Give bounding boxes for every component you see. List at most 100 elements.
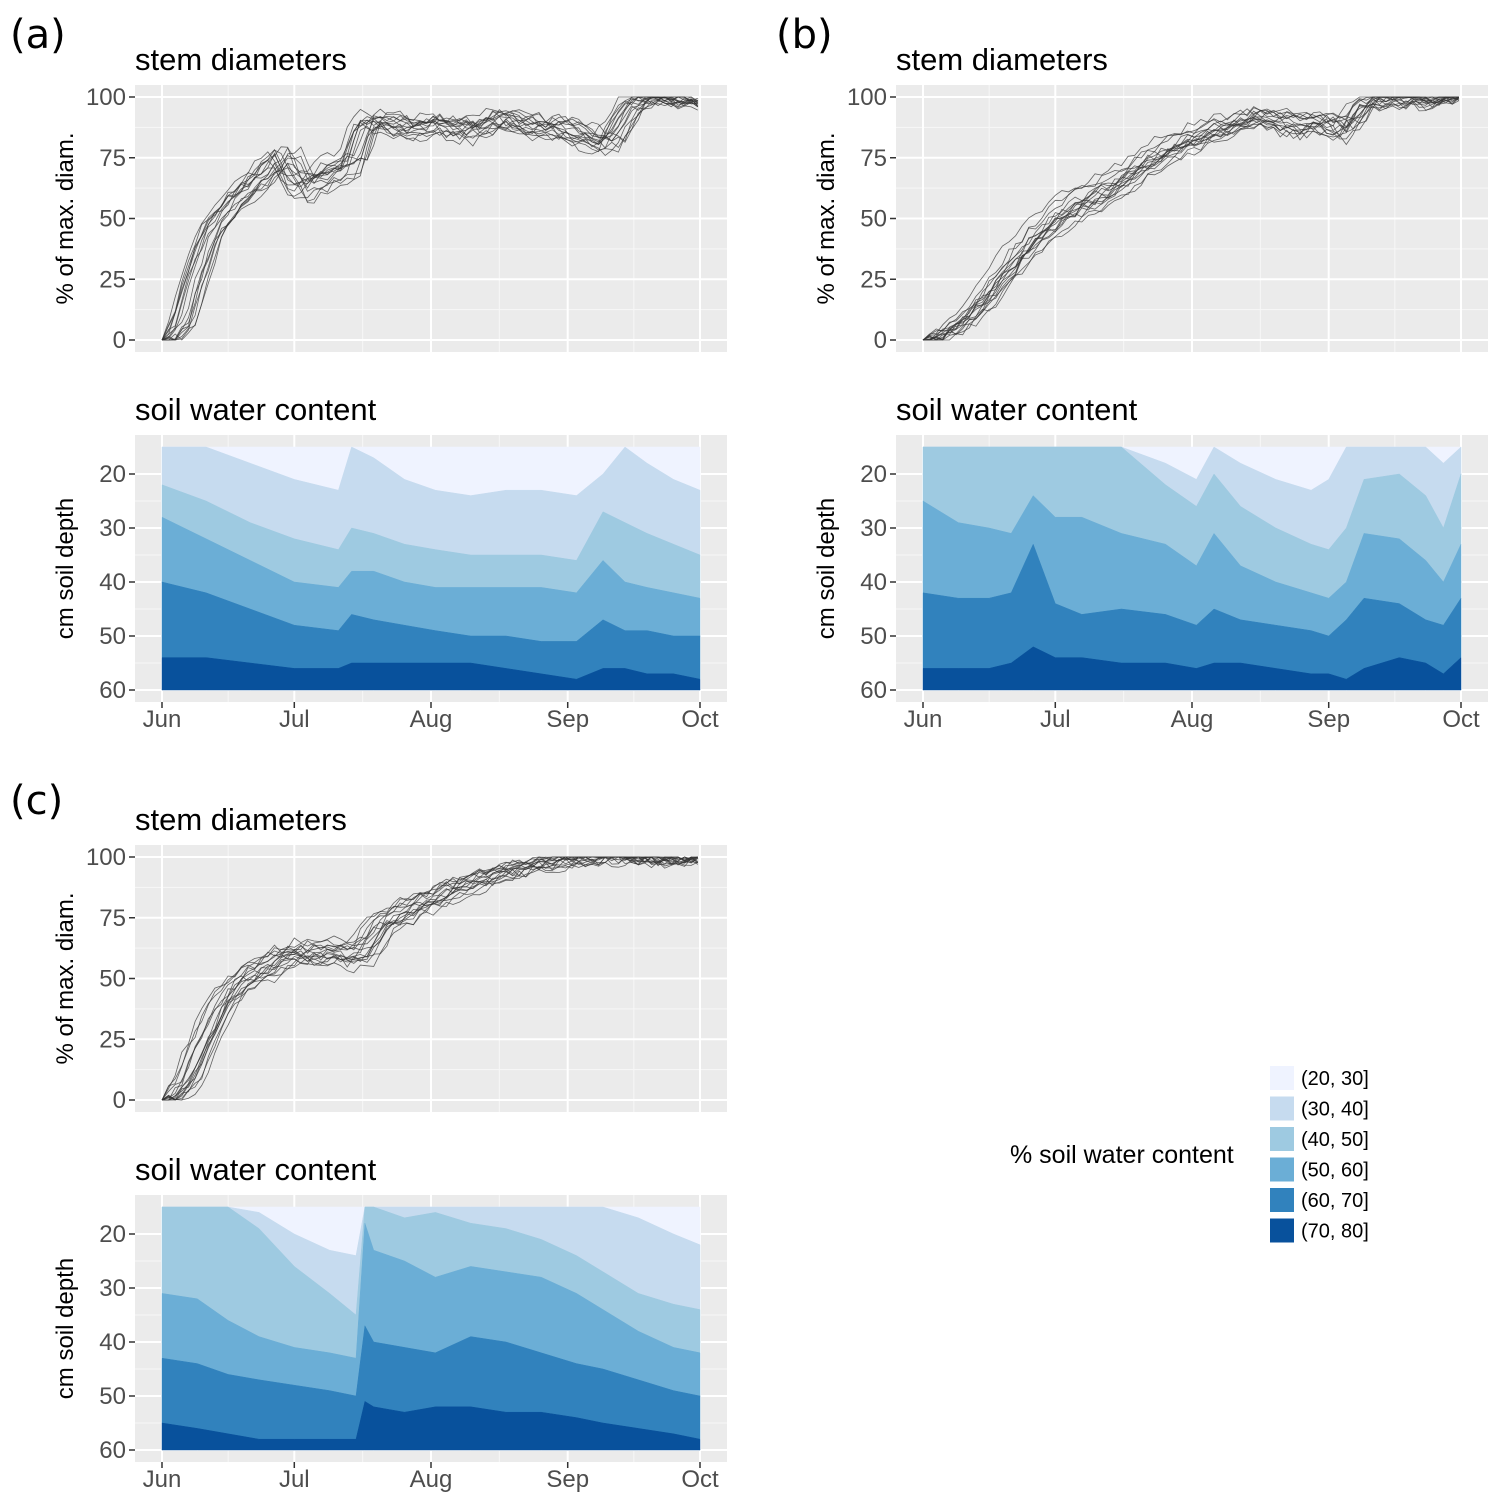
- stem-series-line: [161, 102, 698, 341]
- soil-c-xtick-label: Jun: [143, 1466, 182, 1493]
- soil-title-a: soil water content: [135, 392, 377, 427]
- soil-c-ytick-label: 40: [99, 1329, 126, 1356]
- stem-c-ytick-label: 100: [86, 844, 126, 871]
- panel-b: (b) stem diameters 0 25 50 75 100 % of max. d…: [776, 12, 1488, 733]
- panel-a: (a) stem diameters 0 25 50 75 100 % of max. d…: [10, 12, 727, 733]
- soil-a-xtick-label: Jul: [279, 706, 310, 733]
- stem-series-line: [161, 96, 699, 341]
- legend-swatch: [1270, 1127, 1294, 1151]
- stem-series-line: [922, 96, 1459, 341]
- soil-a-ytick-label: 30: [99, 515, 126, 542]
- stem-series-line: [162, 96, 698, 341]
- soil-water-plot-c: 20 30 40 50 60 cm soil depth Jun Jul Aug Sep Oct: [52, 1195, 727, 1493]
- soil-a-ylabel: cm soil depth: [52, 498, 79, 639]
- soil-a-ytick-label: 20: [99, 461, 126, 488]
- soil-b-ylabel: cm soil depth: [813, 498, 840, 639]
- soil-a-xtick-label: Aug: [410, 706, 453, 733]
- legend-label: (60, 70]: [1301, 1190, 1369, 1212]
- stem-diameter-plot-a: 0 25 50 75 100 % of max. diam.: [52, 84, 727, 354]
- soil-a-xtick-label: Jun: [143, 706, 182, 733]
- stem-series-line: [922, 96, 1459, 341]
- stem-title-c: stem diameters: [135, 802, 347, 837]
- soil-c-ylabel: cm soil depth: [52, 1258, 79, 1399]
- stem-a-ytick-label: 0: [113, 327, 126, 354]
- soil-b-xtick-label: Oct: [1442, 706, 1480, 733]
- legend-swatch: [1270, 1218, 1294, 1243]
- soil-a-xtick-label: Oct: [681, 706, 719, 733]
- stem-c-ytick-label: 25: [99, 1026, 126, 1053]
- stem-diameter-plot-c: 0 25 50 75 100 % of max. diam.: [52, 844, 727, 1114]
- stem-c-ytick-label: 75: [99, 905, 126, 932]
- stem-series-line: [923, 96, 1459, 341]
- panel-c: (c) stem diameters 0 25 50 75 100 % of max. d…: [10, 778, 727, 1493]
- soil-b-ytick-label: 50: [860, 623, 887, 650]
- legend-swatch: [1270, 1157, 1294, 1182]
- stem-series-line: [162, 856, 698, 1101]
- soil-a-ytick-label: 50: [99, 623, 126, 650]
- soil-b-xtick-label: Sep: [1307, 706, 1350, 733]
- stem-series-line: [162, 856, 698, 1101]
- soil-c-xtick-label: Aug: [410, 1466, 453, 1493]
- soil-title-c: soil water content: [135, 1152, 377, 1187]
- legend-swatch: [1270, 1188, 1294, 1212]
- panel-letter-b: (b): [776, 12, 833, 58]
- stem-b-ytick-label: 50: [860, 206, 887, 233]
- stem-a-ylabel: % of max. diam.: [52, 132, 79, 304]
- soil-b-ytick-label: 20: [860, 461, 887, 488]
- stem-a-ytick-label: 25: [99, 266, 126, 293]
- legend: % soil water content (20, 30] (30, 40] (40…: [1010, 1066, 1369, 1243]
- soil-c-xtick-label: Jul: [279, 1466, 310, 1493]
- soil-b-ytick-label: 60: [860, 677, 887, 704]
- soil-c-xtick-label: Sep: [546, 1466, 589, 1493]
- stem-series-line: [923, 96, 1459, 341]
- stem-series-line: [161, 856, 699, 1101]
- stem-series-line: [161, 99, 698, 341]
- soil-c-ytick-label: 20: [99, 1221, 126, 1248]
- legend-swatch: [1270, 1096, 1294, 1121]
- soil-b-xtick-label: Jun: [904, 706, 943, 733]
- soil-b-ytick-label: 30: [860, 515, 887, 542]
- soil-c-ytick-label: 60: [99, 1437, 126, 1464]
- soil-c-xtick-label: Oct: [681, 1466, 719, 1493]
- legend-label: (20, 30]: [1301, 1068, 1369, 1090]
- stem-b-ytick-label: 0: [874, 327, 887, 354]
- stem-a-ytick-label: 100: [86, 84, 126, 111]
- stem-series-line: [161, 96, 698, 341]
- stem-title-a: stem diameters: [135, 42, 347, 77]
- stem-diameter-plot-b: 0 25 50 75 100 % of max. diam.: [813, 84, 1488, 354]
- stem-series-line: [922, 96, 1459, 341]
- panel-letter-a: (a): [10, 12, 66, 58]
- stem-series-line: [162, 98, 699, 341]
- soil-band-(70, 80]: [922, 646, 1462, 691]
- soil-a-ytick-label: 60: [99, 677, 126, 704]
- soil-band-(70, 80]: [161, 1401, 701, 1451]
- stem-series-line: [923, 97, 1460, 341]
- soil-water-plot-a: 20 30 40 50 60 cm soil depth Jun Jul Aug Sep Oct: [52, 435, 727, 733]
- soil-water-plot-b: 20 30 40 50 60 cm soil depth Jun Jul Aug Sep Oct: [813, 435, 1488, 733]
- stem-series-line: [922, 96, 1459, 341]
- soil-c-ytick-label: 30: [99, 1275, 126, 1302]
- soil-c-ytick-label: 50: [99, 1383, 126, 1410]
- stem-title-b: stem diameters: [896, 42, 1108, 77]
- stem-series-line: [161, 856, 698, 1101]
- stem-c-ylabel: % of max. diam.: [52, 892, 79, 1064]
- stem-b-ytick-label: 75: [860, 145, 887, 172]
- stem-series-line: [922, 96, 1460, 341]
- soil-a-xtick-label: Sep: [546, 706, 589, 733]
- soil-b-ytick-label: 40: [860, 569, 887, 596]
- soil-b-xtick-label: Jul: [1040, 706, 1071, 733]
- stem-c-ytick-label: 50: [99, 966, 126, 993]
- stem-series-line: [161, 859, 698, 1101]
- stem-series-line: [162, 96, 699, 341]
- legend-label: (70, 80]: [1301, 1221, 1369, 1243]
- legend-swatch: [1270, 1066, 1294, 1090]
- stem-a-ytick-label: 75: [99, 145, 126, 172]
- soil-band-(70, 80]: [161, 657, 701, 691]
- legend-label: (30, 40]: [1301, 1099, 1369, 1121]
- stem-series-line: [162, 99, 699, 341]
- stem-b-ytick-label: 25: [860, 266, 887, 293]
- stem-b-ylabel: % of max. diam.: [813, 132, 840, 304]
- stem-b-ytick-label: 100: [847, 84, 887, 111]
- stem-a-ytick-label: 50: [99, 206, 126, 233]
